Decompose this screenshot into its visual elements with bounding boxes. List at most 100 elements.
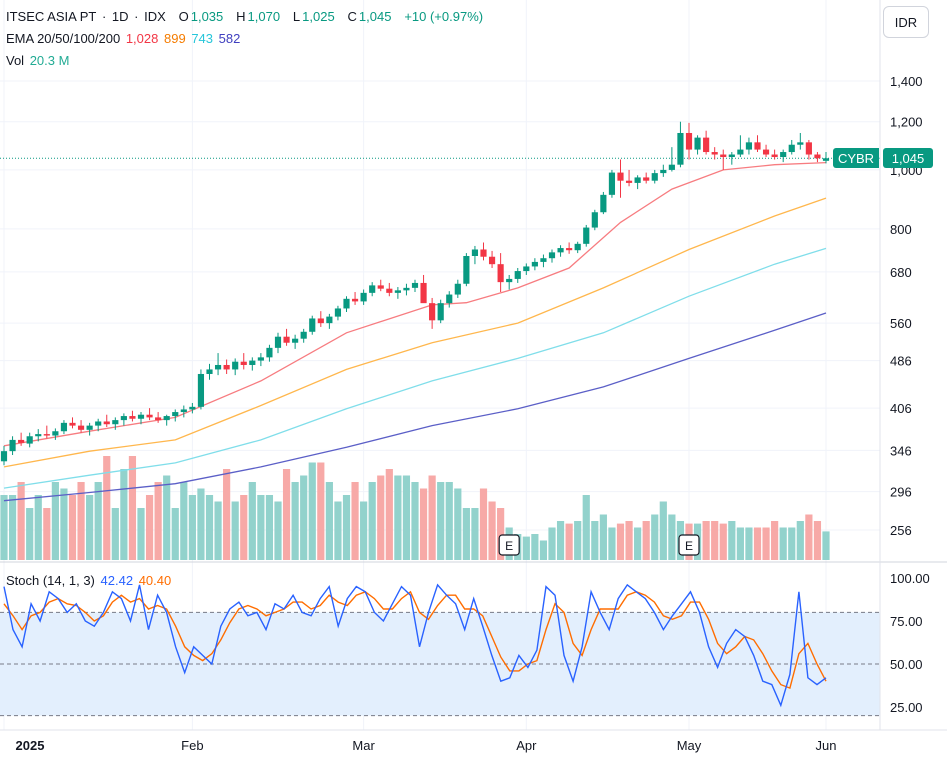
volume-bar: [163, 475, 171, 560]
candle-body: [214, 364, 222, 370]
volume-bar: [736, 527, 744, 560]
candle-body: [189, 406, 196, 410]
stoch-label: Stoch (14, 1, 3): [6, 573, 95, 588]
volume-bar: [308, 462, 316, 560]
candle-body: [523, 266, 530, 272]
ema-legend[interactable]: EMA 20/50/100/200 1,028 899 743 582: [6, 31, 242, 46]
ema100-value: 743: [191, 31, 214, 46]
volume-bar: [197, 488, 205, 560]
candle-body: [369, 285, 376, 293]
volume-bar: [34, 495, 42, 560]
candle-body: [35, 434, 42, 437]
candle-body: [60, 422, 68, 432]
volume-bar: [8, 495, 17, 560]
volume-bar: [822, 531, 830, 560]
stoch-level-label: 75.00: [890, 614, 923, 629]
earnings-marker[interactable]: [498, 534, 520, 556]
volume-bar: [753, 527, 762, 560]
candle-body: [591, 212, 598, 228]
candle-body: [206, 369, 213, 374]
high-label: H: [236, 9, 246, 24]
currency-button[interactable]: IDR: [883, 6, 929, 38]
exchange-label: IDX: [144, 9, 166, 24]
volume-bar: [599, 514, 607, 560]
candle-body: [780, 152, 787, 158]
volume-bar: [762, 527, 770, 560]
close-label: C: [347, 9, 357, 24]
candle-body: [223, 364, 230, 370]
candle-body: [771, 154, 778, 158]
ema200-value: 582: [218, 31, 241, 46]
low-value: 1,025: [302, 9, 335, 24]
volume-bar: [351, 482, 359, 560]
volume-bar: [214, 501, 222, 560]
candle-body: [77, 425, 85, 430]
volume-bar: [728, 521, 736, 560]
stoch-d-line: [3, 590, 827, 690]
candle-body: [488, 256, 496, 265]
candle-body: [266, 347, 273, 358]
price-tick-label: 406: [890, 401, 912, 416]
ema100-line: [3, 247, 827, 489]
volume-bar: [539, 540, 548, 560]
candle-body: [429, 303, 436, 321]
volume-bar: [616, 523, 625, 560]
volume-bar: [625, 521, 633, 560]
volume-bar: [471, 508, 479, 560]
candle-body: [103, 421, 110, 425]
volume-bar: [51, 482, 59, 560]
earnings-marker[interactable]: [678, 534, 700, 556]
change-value: +10 (+0.97%): [404, 9, 484, 24]
vol-label: Vol: [6, 53, 25, 68]
vol-value: 20.3 M: [29, 53, 70, 68]
candle-body: [411, 282, 419, 288]
earnings-marker-label: E: [505, 539, 513, 553]
candle-body: [120, 416, 127, 421]
volume-bar: [385, 469, 393, 560]
volume-bar: [154, 482, 162, 560]
volume-bar: [608, 527, 616, 560]
ema20-value: 1,028: [125, 31, 159, 46]
candle-body: [377, 285, 384, 289]
candle-body: [52, 431, 59, 436]
volume-bar: [342, 495, 351, 560]
candle-body: [18, 439, 25, 443]
candle-body: [317, 318, 324, 324]
candle-body: [745, 142, 753, 150]
volume-bar: [479, 488, 488, 560]
ohlc-legend: ITSEC ASIA PT · 1D · IDX O 1,035 H 1,070 L…: [6, 9, 484, 24]
volume-bar: [205, 495, 214, 560]
volume-bar: [60, 488, 68, 560]
candle-body: [514, 271, 521, 279]
symbol-name[interactable]: ITSEC ASIA PT: [6, 9, 97, 24]
volume-bar: [779, 527, 787, 560]
volume-bar: [454, 488, 462, 560]
volume-bar: [265, 495, 274, 560]
volume-legend[interactable]: Vol 20.3 M: [6, 53, 71, 68]
price-tick-label: 1,400: [890, 74, 923, 89]
volume-bar: [377, 475, 385, 560]
candle-body: [26, 436, 33, 444]
time-axis-label: Jun: [816, 738, 837, 753]
interval-label[interactable]: 1D: [111, 9, 129, 24]
stoch-level-label: 100.00: [890, 571, 930, 586]
candle-body: [651, 173, 658, 181]
candle-body: [420, 282, 427, 304]
volume-bar: [68, 495, 77, 560]
stoch-legend[interactable]: Stoch (14, 1, 3) 42.42 40.40: [6, 573, 173, 588]
candle-body: [232, 361, 239, 370]
candle-body: [172, 412, 179, 417]
ema200-line: [3, 312, 827, 502]
stoch-level-label: 50.00: [890, 657, 923, 672]
volume-bar: [548, 527, 556, 560]
candle-body: [617, 172, 624, 181]
candle-body: [343, 298, 350, 309]
candle-body: [660, 169, 667, 174]
candle-body: [668, 164, 675, 170]
ema20-line: [3, 161, 827, 447]
volume-bar: [360, 501, 368, 560]
price-tick-label: 296: [890, 485, 912, 500]
stochastic-pane: [0, 583, 880, 717]
